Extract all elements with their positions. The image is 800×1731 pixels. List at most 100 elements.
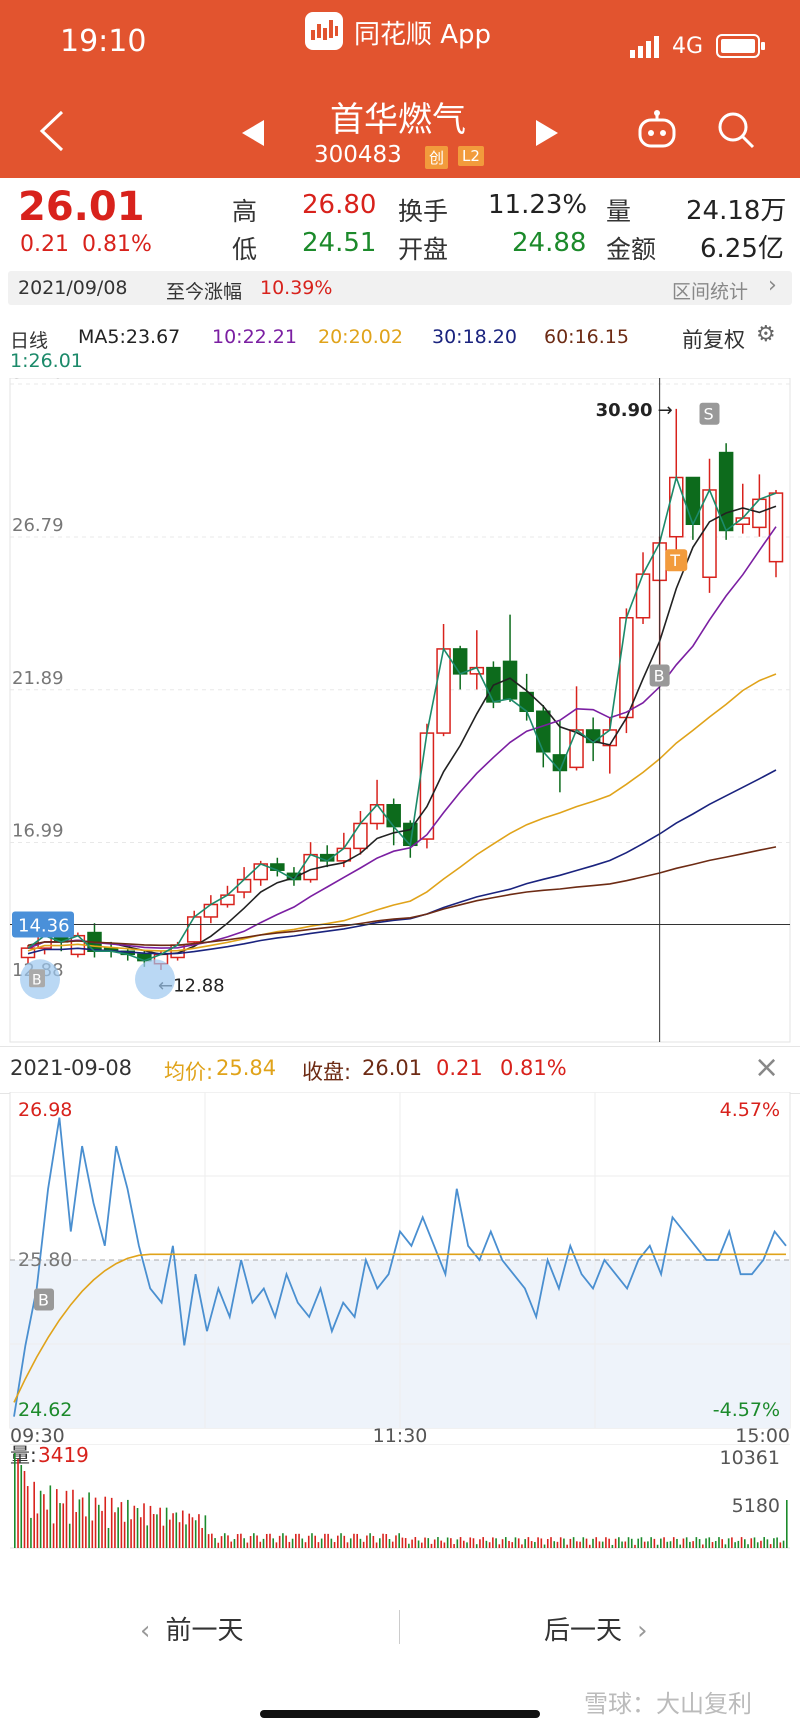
- last-price: 26.01: [18, 184, 145, 230]
- ma60-line: [27, 846, 777, 947]
- volume-bar: [702, 1544, 704, 1548]
- intraday-pct-top: 4.57%: [720, 1099, 780, 1121]
- volume-bar: [117, 1507, 119, 1548]
- close-value: 26.01: [362, 1056, 423, 1080]
- volume-bar: [159, 1507, 161, 1548]
- period-label[interactable]: 日线: [10, 330, 49, 352]
- kline-y-label: 16.99: [12, 820, 64, 841]
- kline-y-label: 26.79: [12, 515, 64, 536]
- volume-bar: [269, 1533, 271, 1548]
- volume-bar: [634, 1544, 636, 1548]
- volume-bar: [262, 1538, 265, 1548]
- volume-bar: [278, 1535, 281, 1548]
- intraday-price-line: [13, 1117, 787, 1417]
- volume-bar: [601, 1541, 604, 1548]
- volume-bar: [169, 1519, 171, 1548]
- volume-bar: [579, 1541, 581, 1548]
- candle: [236, 878, 252, 893]
- close-icon[interactable]: ×: [754, 1050, 780, 1085]
- volume-bar: [482, 1537, 484, 1548]
- volume-bar: [298, 1533, 300, 1548]
- volume-bar: [272, 1538, 275, 1548]
- volume-bar: [630, 1538, 633, 1548]
- volume-bar: [543, 1544, 546, 1548]
- volume-bar: [475, 1544, 478, 1548]
- volume-bar: [33, 1481, 35, 1548]
- volume-max: 10361: [720, 1447, 780, 1469]
- ma10-line: [27, 526, 777, 949]
- volume-bar: [230, 1541, 233, 1548]
- volume-bar: [324, 1533, 326, 1548]
- prev-stock-icon[interactable]: [242, 120, 266, 150]
- candle: [669, 476, 684, 538]
- volume-bar: [233, 1539, 236, 1548]
- marker-b: B: [654, 667, 665, 686]
- amount-label: 金额: [606, 235, 657, 264]
- volume-bar: [459, 1537, 462, 1548]
- volume-bar: [440, 1540, 442, 1548]
- back-icon[interactable]: [38, 110, 66, 156]
- volume-bar: [724, 1544, 727, 1548]
- candle: [619, 617, 634, 719]
- intraday-change-pct: 0.81%: [500, 1056, 567, 1080]
- volume-bar: [359, 1538, 362, 1548]
- volume-bar: [191, 1517, 194, 1548]
- volume-bar: [420, 1542, 423, 1548]
- volume-bar: [427, 1538, 430, 1548]
- volume-bar: [650, 1537, 652, 1548]
- volume-bar: [534, 1541, 536, 1548]
- marker-b2: B: [32, 972, 42, 988]
- candle: [353, 822, 368, 850]
- volume-bar: [540, 1538, 543, 1548]
- volume-bar: [627, 1537, 630, 1548]
- volume-bar: [207, 1534, 210, 1548]
- signal-icon: [630, 36, 662, 62]
- intraday-y-bottom: 24.62: [18, 1399, 72, 1421]
- volume-bar: [240, 1533, 242, 1548]
- next-day-button[interactable]: 后一天 ›: [544, 1610, 648, 1647]
- volume-bar: [672, 1537, 675, 1548]
- volume-bar: [353, 1533, 355, 1548]
- volume-bar: [23, 1471, 26, 1548]
- volume-bar: [414, 1537, 417, 1548]
- search-icon[interactable]: [716, 110, 756, 154]
- volume-value: 3419: [38, 1444, 89, 1467]
- volume-bar: [265, 1533, 268, 1548]
- candle: [452, 648, 468, 675]
- volume-bar: [782, 1540, 785, 1548]
- volume-bar: [136, 1508, 139, 1548]
- range-bar[interactable]: 2021/09/08 至今涨幅 10.39% 区间统计 ›: [8, 271, 792, 305]
- ma10-value: 10:22.21: [212, 326, 297, 348]
- prev-day-button[interactable]: ‹ 前一天: [140, 1610, 244, 1647]
- volume-bar: [337, 1535, 339, 1548]
- kline-chart[interactable]: 31.7026.7921.8916.9914.3612.8830.90→←12.…: [0, 378, 800, 1044]
- volume-bar: [162, 1525, 165, 1548]
- volume-bar: [537, 1537, 539, 1548]
- next-stock-icon[interactable]: [534, 120, 558, 150]
- volume-bar: [214, 1538, 216, 1548]
- volume-bar: [107, 1527, 110, 1548]
- time-start: 09:30: [10, 1425, 65, 1444]
- volume-bar: [398, 1533, 400, 1548]
- volume-value: 24.18万: [686, 196, 787, 226]
- volume-bar: [26, 1486, 29, 1548]
- volume-bar: [388, 1538, 391, 1548]
- intraday-chart[interactable]: 26.98 25.80 24.62 4.57% -4.57% 09:30 11:30 15:0…: [0, 1092, 800, 1444]
- volume-bar: [660, 1538, 662, 1548]
- volume-bar: [546, 1539, 549, 1548]
- volume-bar: [346, 1542, 349, 1548]
- volume-bar: [559, 1537, 562, 1548]
- stock-name: 首华燃气: [330, 100, 466, 140]
- range-stats-link[interactable]: 区间统计: [672, 281, 749, 303]
- volume-bar: [349, 1538, 352, 1548]
- volume-bar: [430, 1543, 433, 1548]
- adjust-label[interactable]: 前复权: [682, 328, 745, 352]
- robot-icon[interactable]: [636, 110, 678, 156]
- home-indicator: [260, 1710, 540, 1718]
- volume-bar: [94, 1497, 97, 1548]
- volume-bar: [227, 1535, 229, 1548]
- gear-icon[interactable]: ⚙: [756, 322, 776, 347]
- volume-bar: [492, 1537, 494, 1548]
- volume-label: 量:: [10, 1444, 37, 1467]
- volume-bar: [514, 1537, 517, 1548]
